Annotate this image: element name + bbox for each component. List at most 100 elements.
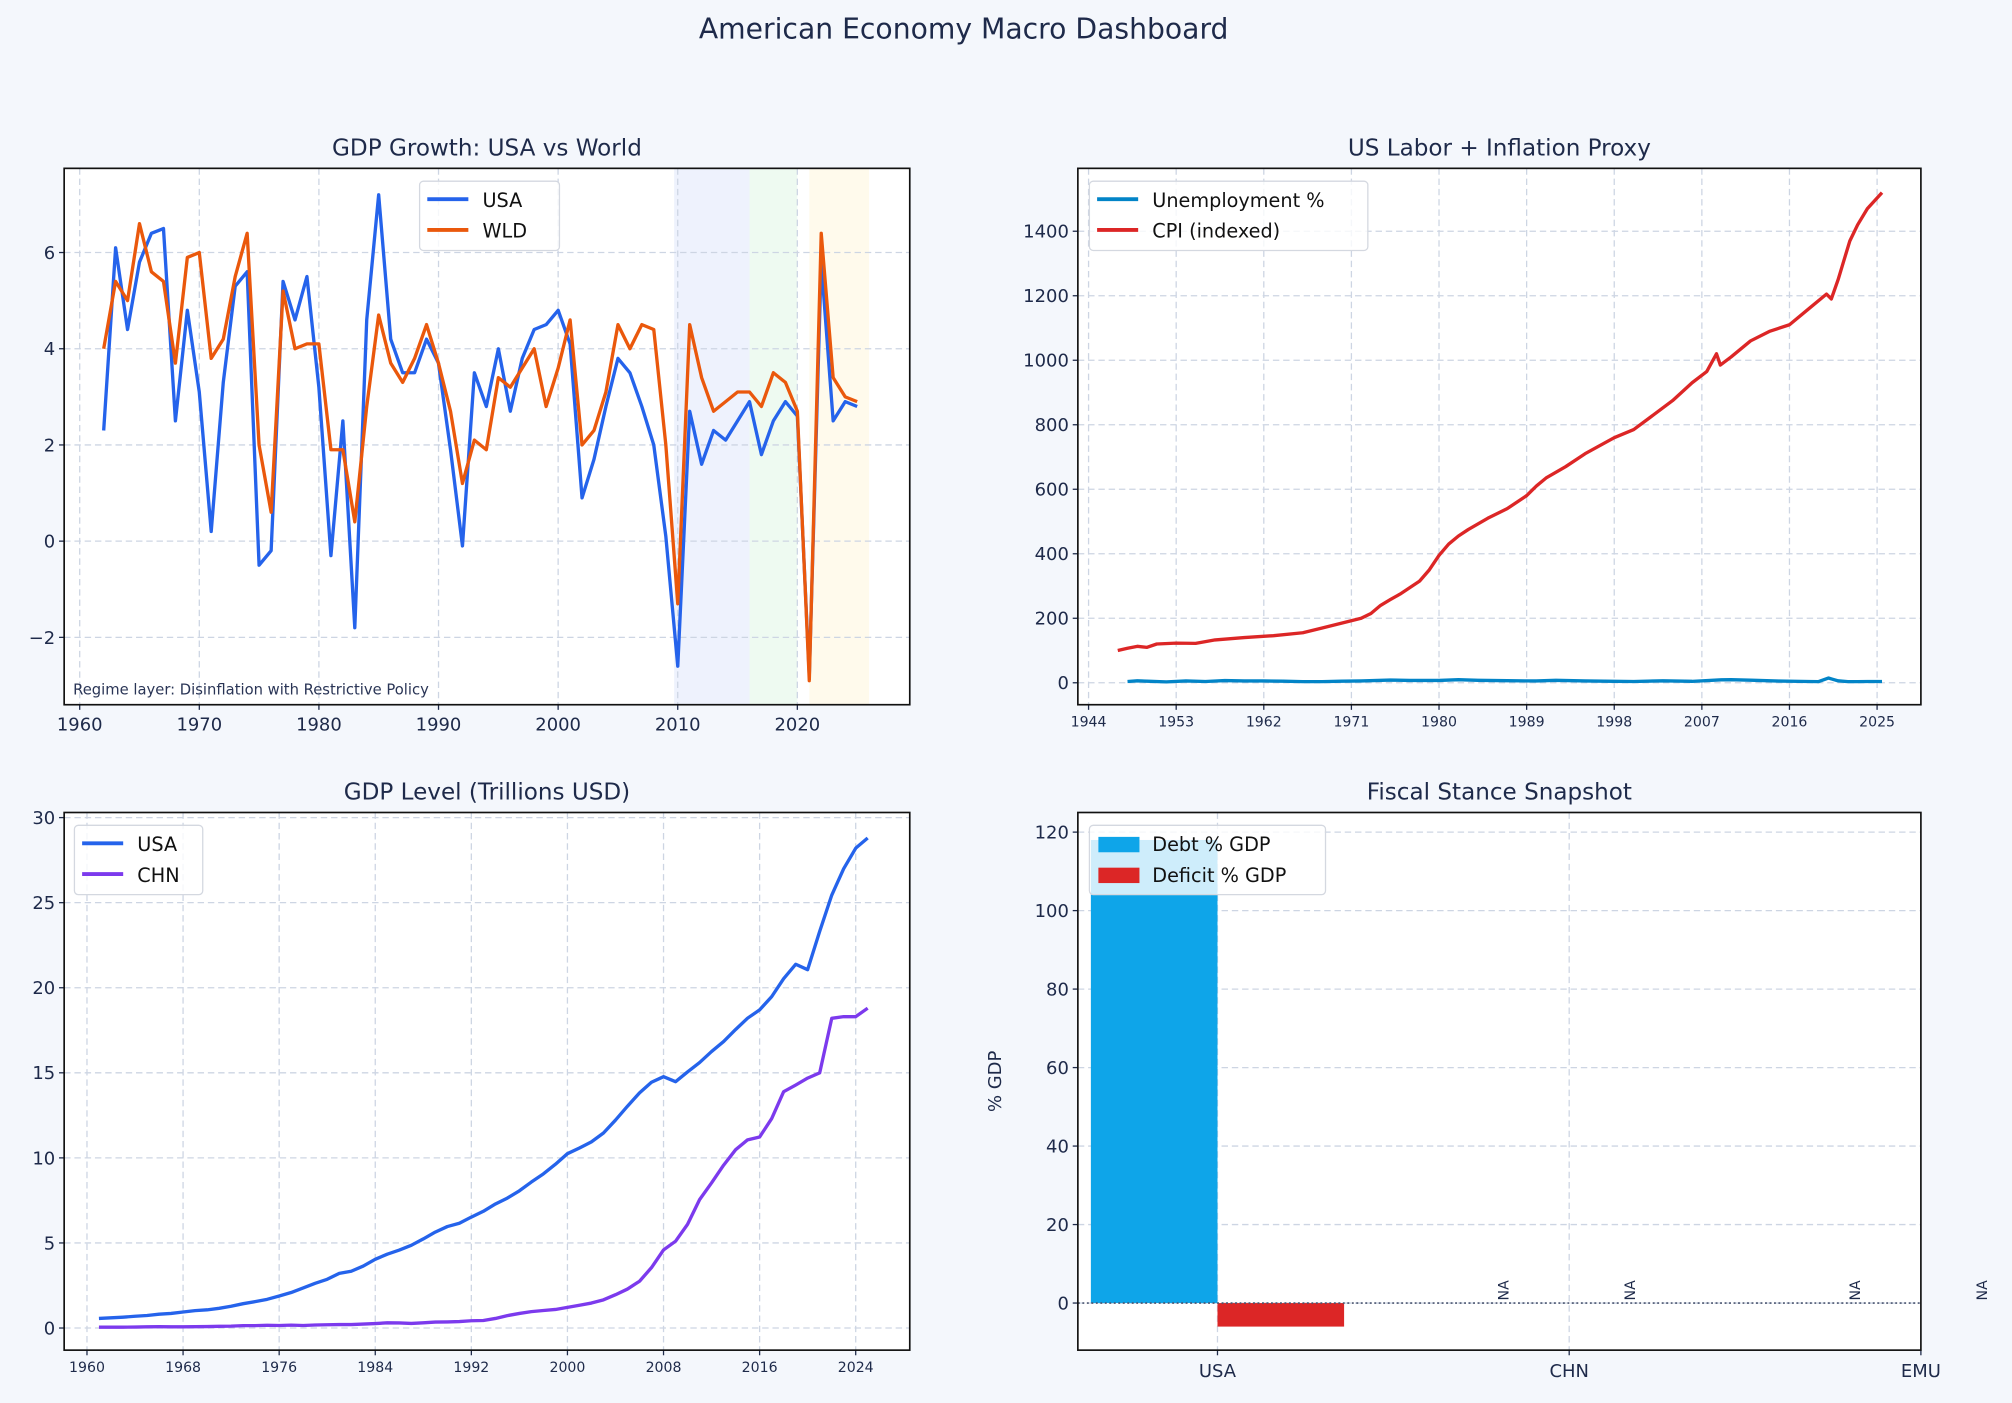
panel-2: GDP Level (Trillions USD) 0 5 10 15 20 25 30 196… xyxy=(32,780,911,1376)
x-tick-label: 1984 xyxy=(357,1360,393,1376)
y-tick-label: 30 xyxy=(32,808,55,829)
bar-usa-deficit xyxy=(1217,1303,1345,1327)
legend: Unemployment % CPI (indexed) xyxy=(1088,180,1369,252)
legend: USA WLD xyxy=(418,180,561,252)
y-tick-label: 1200 xyxy=(1023,286,1069,307)
y-tick-label: 1000 xyxy=(1023,351,1069,372)
y-tick-label: 20 xyxy=(1046,1215,1069,1236)
axes-frame xyxy=(1077,811,1922,1351)
y-tick-label: 25 xyxy=(32,893,55,914)
regime-band xyxy=(809,168,870,705)
y-tick-label: 800 xyxy=(1035,415,1069,436)
legend-swatch xyxy=(1098,867,1140,884)
legend-box xyxy=(1088,180,1369,252)
chart-title: US Labor + Inflation Proxy xyxy=(1348,136,1651,162)
chart-title: GDP Growth: USA vs World xyxy=(332,136,642,162)
chart-title: GDP Level (Trillions USD) xyxy=(344,780,630,806)
x-tick-label: 1976 xyxy=(261,1360,297,1376)
x-tick-label: 1992 xyxy=(453,1360,489,1376)
x-tick-label: 1962 xyxy=(1246,715,1282,731)
x-tick-label: EMU xyxy=(1901,1361,1941,1382)
series-line-usa xyxy=(102,193,858,678)
x-tick-label: 1960 xyxy=(69,1360,105,1376)
panel-1: US Labor + Inflation Proxy 0 200 400 600 800 1… xyxy=(1023,136,1922,731)
legend-label: USA xyxy=(482,189,522,212)
y-tick-label: 120 xyxy=(1035,823,1069,844)
series-line-unemployment- xyxy=(1127,676,1883,684)
dashboard-title: American Economy Macro Dashboard xyxy=(699,13,1229,46)
x-tick-label: 2000 xyxy=(535,714,581,735)
y-tick-label: 0 xyxy=(1057,1293,1068,1314)
x-tick-label: 1980 xyxy=(1421,715,1457,731)
x-tick-label: 2024 xyxy=(838,1360,874,1376)
legend-swatch xyxy=(1098,836,1140,853)
x-tick-label: 2016 xyxy=(1772,715,1808,731)
y-tick-label: 60 xyxy=(1046,1058,1069,1079)
y-tick-label: 40 xyxy=(1046,1136,1069,1157)
y-tick-label: 5 xyxy=(44,1233,55,1254)
legend-label: WLD xyxy=(482,220,527,243)
axes-frame xyxy=(63,167,911,706)
x-tick-label: 2008 xyxy=(646,1360,682,1376)
legend-label: CHN xyxy=(137,864,179,887)
legend-label: Deficit % GDP xyxy=(1152,864,1286,887)
na-label: NA xyxy=(1623,1280,1639,1301)
y-tick-label: 15 xyxy=(32,1063,55,1084)
y-tick-label: 0 xyxy=(44,532,55,553)
y-tick-label: 200 xyxy=(1035,609,1069,630)
y-tick-label: 100 xyxy=(1035,901,1069,922)
x-tick-label: 1989 xyxy=(1509,715,1545,731)
x-tick-label: 1990 xyxy=(416,714,462,735)
legend-label: USA xyxy=(137,833,177,856)
plot-area xyxy=(1077,168,1921,705)
x-tick-label: 1998 xyxy=(1596,715,1632,731)
y-tick-label: 6 xyxy=(44,243,55,264)
x-tick-label: 2016 xyxy=(742,1360,778,1376)
x-tick-label: 1971 xyxy=(1333,715,1369,731)
x-tick-label: 2020 xyxy=(774,714,820,735)
legend-label: CPI (indexed) xyxy=(1152,220,1280,243)
plot-area xyxy=(1077,812,1921,1351)
x-tick-label: 2000 xyxy=(549,1360,585,1376)
y-tick-label: 600 xyxy=(1035,480,1069,501)
panel-3: Fiscal Stance Snapshot 0 20 40 60 80 100 120 USA… xyxy=(985,780,1941,1382)
x-tick-label: 1970 xyxy=(176,714,222,735)
y-tick-label: −2 xyxy=(29,628,55,649)
x-tick-label: 1980 xyxy=(296,714,342,735)
axes-frame xyxy=(1077,167,1922,706)
series-line-chn xyxy=(98,1006,869,1329)
bar-usa-debt xyxy=(1090,839,1218,1304)
y-tick-label: 10 xyxy=(32,1148,55,1169)
x-tick-label: 2007 xyxy=(1684,715,1720,731)
regime-annotation: Regime layer: Disinflation with Restrict… xyxy=(73,681,429,698)
panel-0: GDP Growth: USA vs World −2 0 2 4 6 1960 1970 19… xyxy=(29,136,911,735)
x-tick-label: 1944 xyxy=(1071,715,1107,731)
axes-frame xyxy=(63,811,911,1351)
na-label: NA xyxy=(1496,1280,1512,1301)
na-label: NA xyxy=(1975,1280,1991,1301)
x-tick-label: 1968 xyxy=(165,1360,201,1376)
y-tick-label: 0 xyxy=(1057,673,1068,694)
y-tick-label: 80 xyxy=(1046,980,1069,1001)
x-tick-label: 2010 xyxy=(655,714,701,735)
y-tick-label: 20 xyxy=(32,978,55,999)
y-tick-label: 2 xyxy=(44,435,55,456)
x-tick-label: CHN xyxy=(1549,1361,1588,1382)
y-tick-label: 400 xyxy=(1035,544,1069,565)
y-tick-label: 1400 xyxy=(1023,222,1069,243)
chart-title: Fiscal Stance Snapshot xyxy=(1367,780,1632,806)
series-line-wld xyxy=(102,221,858,683)
legend: USA CHN xyxy=(73,824,204,896)
x-tick-label: 2025 xyxy=(1859,715,1895,731)
legend-label: Unemployment % xyxy=(1152,189,1324,212)
series-line-cpi-indexed- xyxy=(1117,191,1884,653)
legend: Debt % GDP Deficit % GDP xyxy=(1088,824,1327,896)
y-tick-label: 0 xyxy=(44,1318,55,1339)
na-label: NA xyxy=(1848,1280,1864,1301)
x-tick-label: 1953 xyxy=(1158,715,1194,731)
legend-box xyxy=(1088,824,1327,896)
series-line-usa xyxy=(98,836,869,1321)
legend-label: Debt % GDP xyxy=(1152,833,1270,856)
x-tick-label: 1960 xyxy=(57,714,103,735)
